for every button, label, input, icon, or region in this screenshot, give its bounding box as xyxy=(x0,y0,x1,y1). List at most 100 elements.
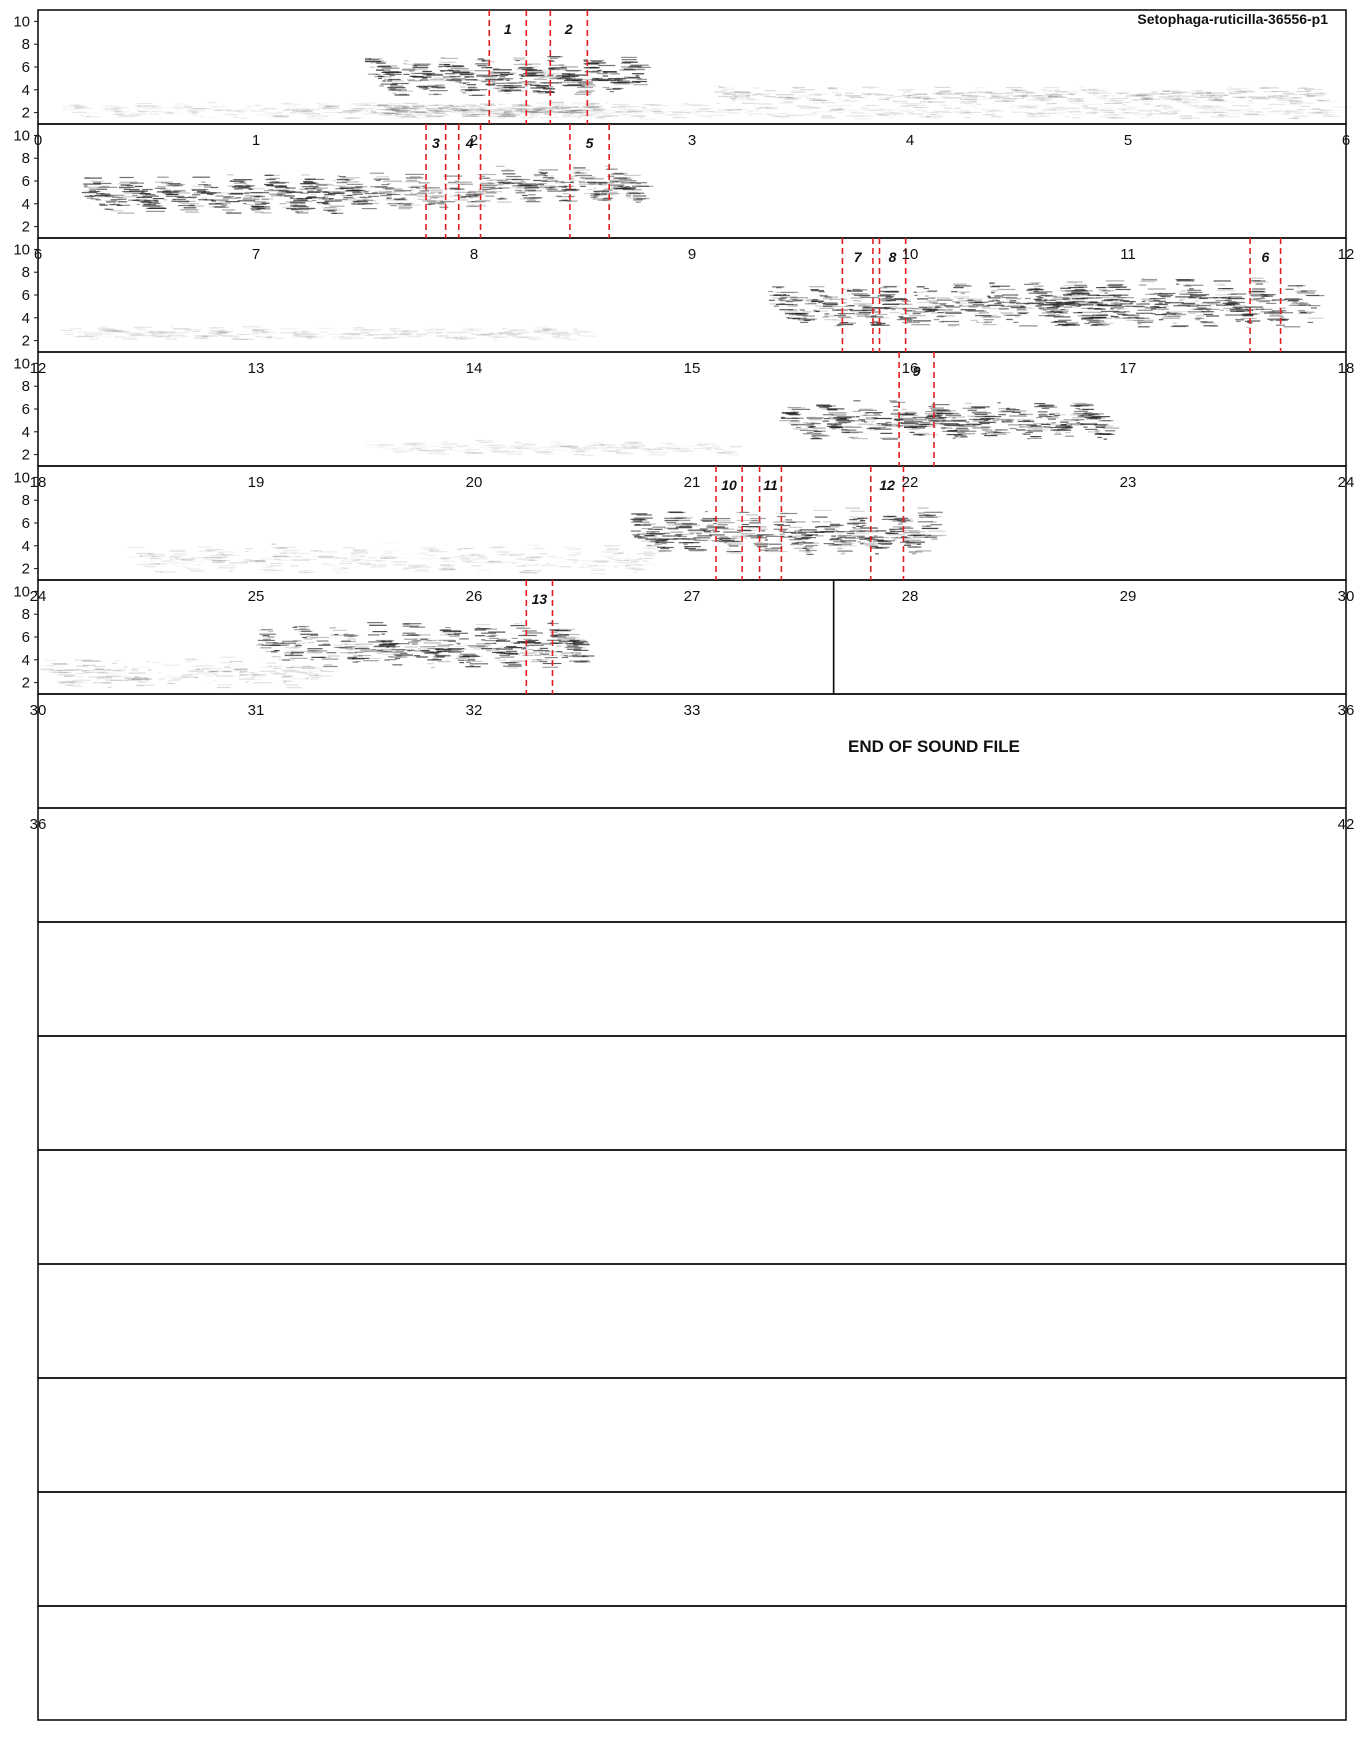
spectrogram-streak xyxy=(309,335,327,338)
spectrogram-streak xyxy=(501,170,515,172)
spectrogram-streak xyxy=(540,116,558,119)
spectrogram-streak xyxy=(757,534,770,536)
spectrogram-streak xyxy=(296,111,316,113)
spectrogram-streak xyxy=(1183,99,1197,101)
spectrogram-streak xyxy=(341,117,353,119)
spectrogram-streak xyxy=(514,329,525,331)
spectrogram-streak xyxy=(953,296,970,298)
spectrogram-streak xyxy=(942,315,947,317)
spectrogram-streak xyxy=(1161,296,1171,298)
spectrogram-streak xyxy=(1065,301,1076,303)
spectrogram-streak xyxy=(832,544,839,546)
spectrogram-streak xyxy=(424,329,432,331)
spectrogram-streak xyxy=(365,59,371,61)
spectrogram-streak xyxy=(683,448,689,450)
spectrogram-streak xyxy=(1298,290,1317,292)
spectrogram-streak xyxy=(1151,91,1158,93)
spectrogram-streak xyxy=(1036,97,1045,99)
spectrogram-streak xyxy=(476,74,490,76)
spectrogram-streak xyxy=(453,72,470,74)
spectrogram-streak xyxy=(567,111,579,113)
spectrogram-streak xyxy=(723,542,728,544)
spectrogram-streak xyxy=(1248,100,1252,102)
spectrogram-streak xyxy=(117,204,123,206)
spectrogram-streak xyxy=(995,300,1001,302)
spectrogram-streak xyxy=(615,111,624,113)
spectrogram-streak xyxy=(570,447,586,449)
spectrogram-streak xyxy=(837,536,856,539)
spectrogram-streak xyxy=(1086,112,1100,114)
spectrogram-streak xyxy=(425,189,443,191)
spectrogram-streak xyxy=(844,431,864,433)
spectrogram-streak xyxy=(466,111,483,113)
spectrogram-streak xyxy=(882,303,899,305)
spectrogram-streak xyxy=(816,310,829,312)
spectrogram-streak xyxy=(500,181,512,183)
spectrogram-streak xyxy=(660,548,670,550)
spectrogram-streak xyxy=(927,290,938,292)
spectrogram-streak xyxy=(386,191,393,193)
spectrogram-streak xyxy=(930,524,942,526)
spectrogram-streak xyxy=(1251,295,1270,297)
spectrogram-streak xyxy=(1052,297,1069,299)
spectrogram-streak xyxy=(1136,303,1150,305)
spectrogram-streak xyxy=(916,109,924,111)
spectrogram-streak xyxy=(935,92,953,94)
spectrogram-streak xyxy=(542,176,554,179)
spectrogram-streak xyxy=(233,336,240,338)
spectrogram-streak xyxy=(1123,301,1136,303)
spectrogram-streak xyxy=(681,538,696,540)
spectrogram-streak xyxy=(806,549,817,552)
spectrogram-streak xyxy=(519,77,523,80)
spectrogram-streak xyxy=(378,77,382,80)
spectrogram-streak xyxy=(602,189,613,191)
spectrogram-streak xyxy=(246,105,251,108)
spectrogram-streak xyxy=(890,401,900,403)
spectrogram-streak xyxy=(476,75,493,77)
spectrogram-streak xyxy=(1053,320,1067,323)
spectrogram-streak xyxy=(389,75,395,77)
spectrogram-streak xyxy=(836,416,856,418)
spectrogram-streak xyxy=(1096,294,1116,297)
spectrogram-streak xyxy=(864,314,870,316)
spectrogram-streak xyxy=(1031,115,1049,118)
spectrogram-streak xyxy=(515,110,522,112)
spectrogram-streak xyxy=(703,443,714,445)
spectrogram-streak xyxy=(305,336,316,338)
spectrogram-streak xyxy=(598,183,602,185)
spectrogram-streak xyxy=(614,188,632,190)
spectrogram-streak xyxy=(496,337,514,338)
spectrogram-streak xyxy=(1149,298,1157,300)
spectrogram-streak xyxy=(568,446,577,449)
spectrogram-streak xyxy=(511,105,520,107)
spectrogram-streak xyxy=(365,104,372,106)
spectrogram-streak xyxy=(345,179,351,181)
spectrogram-streak xyxy=(698,442,703,444)
spectrogram-streak xyxy=(604,114,619,117)
spectrogram-streak xyxy=(525,71,544,73)
spectrogram-streak xyxy=(672,538,691,540)
spectrogram-streak xyxy=(239,181,245,183)
spectrogram-streak xyxy=(542,328,552,330)
spectrogram-streak xyxy=(818,301,823,304)
spectrogram-streak xyxy=(1165,312,1182,314)
spectrogram-streak xyxy=(548,60,555,62)
spectrogram-streak xyxy=(342,567,349,569)
spectrogram-streak xyxy=(1140,109,1159,111)
spectrogram-streak xyxy=(970,415,981,418)
spectrogram-streak xyxy=(1074,410,1088,413)
spectrogram-streak xyxy=(233,179,253,181)
spectrogram-streak xyxy=(1002,98,1020,100)
spectrogram-streak xyxy=(298,207,316,209)
spectrogram-streak xyxy=(338,338,349,340)
spectrogram-streak xyxy=(1038,112,1057,114)
spectrogram-streak xyxy=(591,443,604,445)
spectrogram-streak xyxy=(83,112,97,113)
spectrogram-streak xyxy=(467,201,486,203)
spectrogram-streak xyxy=(407,442,427,444)
spectrogram-streak xyxy=(913,535,917,537)
spectrogram-streak xyxy=(265,336,271,339)
spectrogram-streak xyxy=(816,405,824,407)
spectrogram-streak xyxy=(1267,97,1284,99)
spectrogram-streak xyxy=(852,410,861,413)
